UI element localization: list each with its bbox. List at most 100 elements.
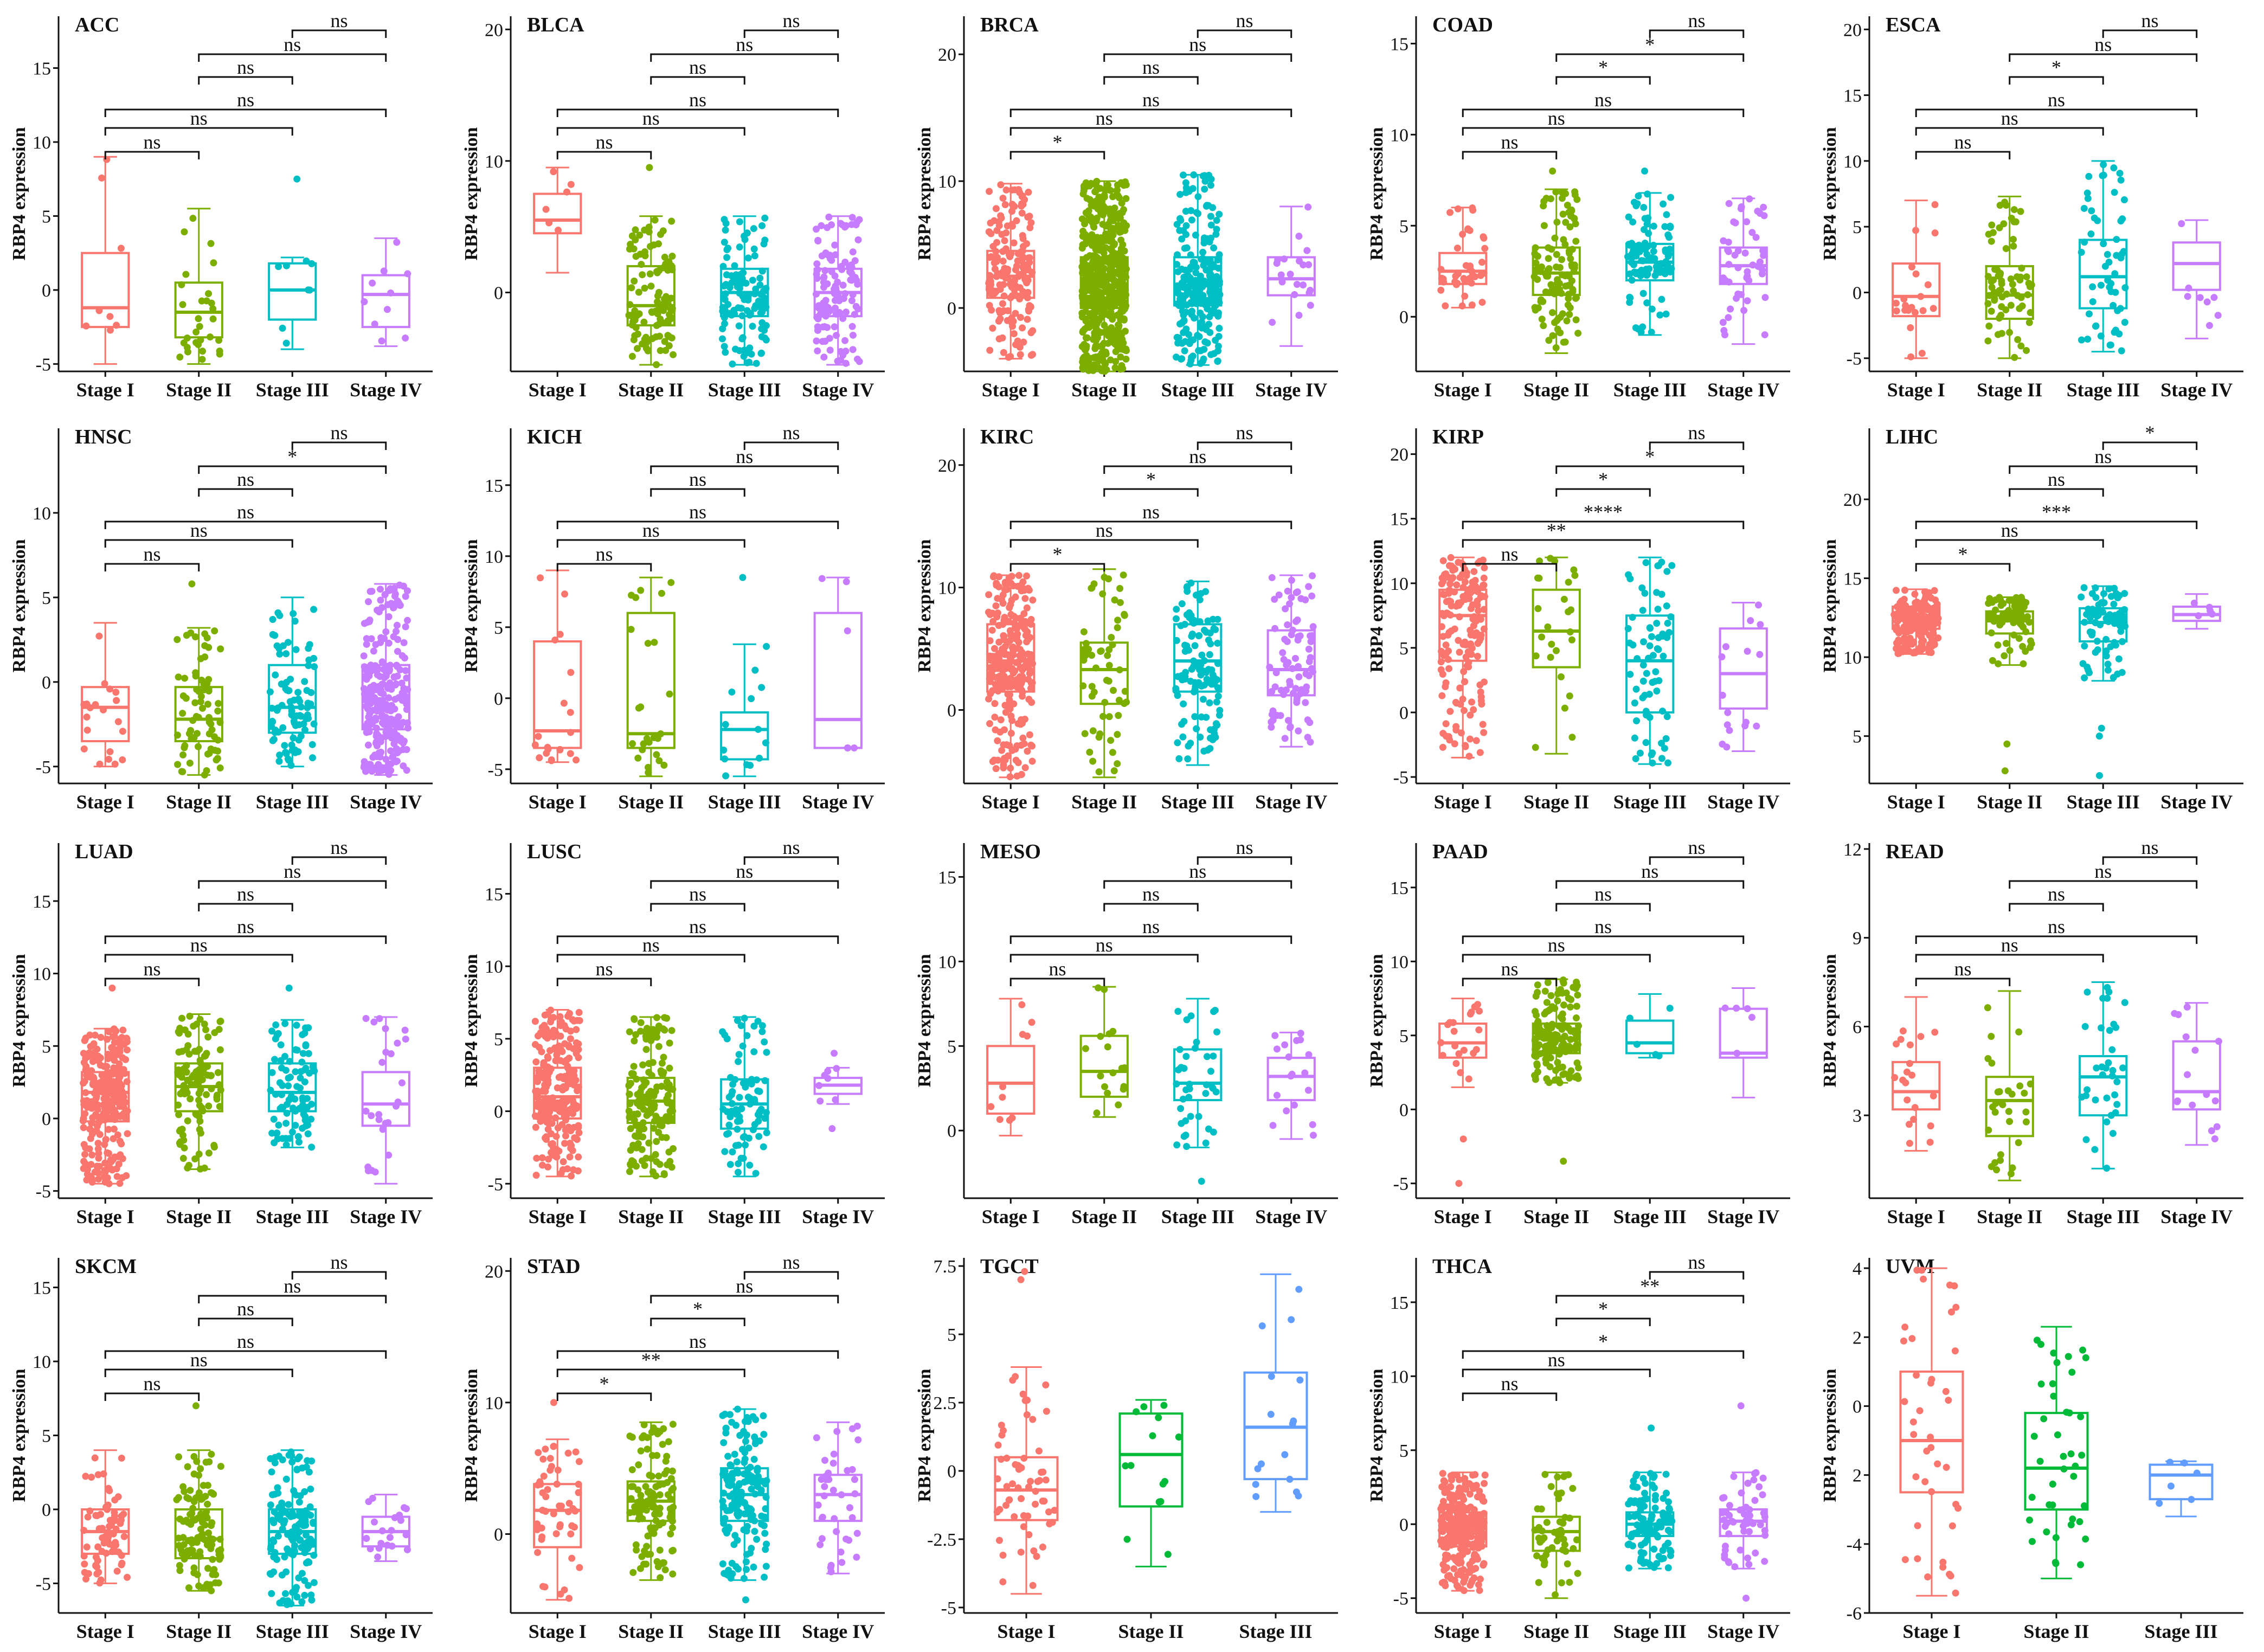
data-point: [190, 1023, 197, 1030]
bracket-line: [1649, 441, 1745, 450]
y-tick-label: 0: [42, 281, 51, 301]
data-point: [2111, 270, 2119, 278]
data-point: [1641, 589, 1649, 597]
data-point: [1743, 274, 1751, 281]
significance-label: ns: [1096, 519, 1113, 541]
data-point: [207, 1072, 215, 1079]
data-point: [640, 740, 647, 748]
data-point: [1480, 574, 1488, 582]
data-point: [1988, 221, 1996, 229]
data-point: [1985, 614, 1993, 622]
data-point: [281, 1052, 288, 1060]
data-point: [1660, 200, 1667, 208]
data-point: [104, 1097, 112, 1104]
data-point: [1480, 234, 1488, 242]
data-point: [748, 350, 755, 358]
y-tick-label: -5: [488, 760, 503, 780]
data-point: [728, 688, 736, 696]
data-point: [370, 1018, 378, 1026]
data-point: [1756, 651, 1764, 658]
data-point: [545, 219, 553, 227]
significance-label: ns: [1548, 107, 1565, 129]
data-point: [1996, 224, 2003, 232]
outlier-point: [2095, 732, 2103, 740]
data-point: [1111, 364, 1119, 371]
data-point: [290, 717, 298, 725]
data-point: [721, 239, 728, 246]
data-point: [2005, 607, 2012, 614]
data-point: [573, 756, 580, 764]
data-point: [309, 1063, 317, 1070]
data-point: [1650, 222, 1657, 230]
data-point: [533, 1113, 541, 1120]
data-point: [119, 1112, 127, 1120]
data-point: [1104, 652, 1111, 659]
data-point: [380, 700, 388, 708]
data-point: [1573, 196, 1581, 203]
significance-label: ns: [1142, 56, 1160, 78]
x-tick-label: Stage I: [529, 379, 587, 401]
data-point: [308, 260, 316, 267]
data-point: [1438, 274, 1445, 282]
data-point: [1474, 652, 1481, 660]
data-point: [821, 267, 829, 274]
data-point: [1307, 638, 1315, 645]
data-point: [1305, 645, 1313, 653]
data-point: [763, 642, 770, 650]
data-point: [762, 285, 770, 292]
data-point: [115, 1069, 123, 1077]
y-tick-label: 10: [33, 965, 51, 985]
data-point: [1553, 218, 1561, 226]
data-point: [1268, 718, 1275, 726]
data-point: [1660, 652, 1667, 660]
data-point: [1006, 280, 1014, 288]
data-point: [108, 1090, 116, 1097]
data-point: [288, 1128, 296, 1136]
data-point: [199, 1062, 207, 1070]
significance-bracket: ns: [104, 89, 387, 117]
data-point: [738, 312, 746, 319]
data-point: [627, 626, 635, 633]
data-point: [362, 768, 370, 775]
data-point: [668, 217, 676, 225]
data-point: [1088, 652, 1096, 659]
significance-bracket: ns: [650, 468, 745, 497]
data-point: [269, 737, 276, 744]
data-point: [120, 1040, 128, 1048]
data-point: [290, 734, 297, 742]
y-tick-label: 5: [1399, 639, 1408, 659]
y-tick-label: 15: [33, 892, 51, 912]
data-point: [632, 253, 640, 260]
significance-label: *: [1645, 34, 1655, 55]
data-point: [1115, 282, 1123, 290]
data-point: [267, 1087, 274, 1094]
data-point: [192, 1111, 200, 1119]
data-point: [2023, 273, 2030, 281]
panel-title: BLCA: [527, 14, 584, 36]
data-point: [1115, 215, 1122, 222]
data-point: [558, 1018, 565, 1026]
data-point: [394, 635, 402, 643]
data-point: [268, 1027, 275, 1035]
data-point: [1199, 248, 1207, 256]
outlier-point: [2003, 740, 2011, 748]
y-tick-label: 10: [938, 578, 956, 599]
data-point: [1008, 186, 1015, 194]
data-point: [1994, 641, 2002, 649]
y-axis-label: RBP4 expression: [461, 954, 481, 1087]
data-point: [1000, 292, 1008, 300]
data-point: [400, 639, 408, 646]
data-point: [838, 266, 846, 273]
data-point: [404, 616, 411, 624]
significance-bracket: ns: [1103, 446, 1292, 474]
data-point: [173, 636, 181, 644]
data-point: [1019, 324, 1026, 332]
data-point: [537, 1117, 544, 1125]
data-point: [307, 1115, 315, 1123]
bracket-line: [104, 108, 387, 117]
data-point: [1101, 304, 1109, 312]
bracket-line: [1555, 488, 1651, 497]
data-point: [1173, 637, 1180, 644]
data-point: [1645, 690, 1653, 698]
